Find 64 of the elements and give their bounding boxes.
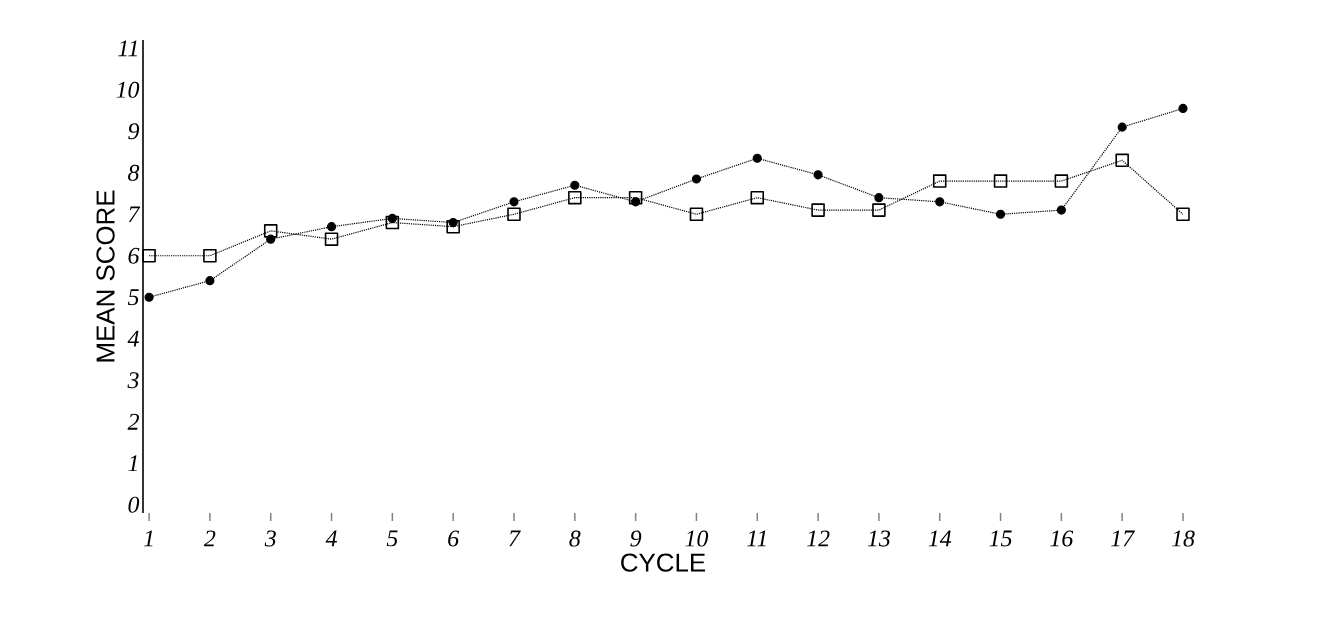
- y-tick-label: 6: [128, 247, 140, 264]
- point: [1115, 153, 1129, 168]
- point: [509, 197, 519, 207]
- point: [1054, 174, 1069, 188]
- y-tick-label: 3: [127, 372, 139, 389]
- point: [507, 207, 521, 222]
- point: [628, 190, 643, 205]
- point: [263, 224, 278, 238]
- point: [1117, 122, 1127, 132]
- y-tick-label: 1: [128, 455, 137, 472]
- x-tick-label: 6: [448, 530, 460, 547]
- y-tick-label: 8: [128, 164, 140, 181]
- x-tick-label: 13: [867, 530, 891, 547]
- point: [1178, 103, 1188, 114]
- x-tick-label: 12: [806, 530, 830, 547]
- x-tick-label: 4: [325, 530, 337, 547]
- point: [750, 190, 765, 205]
- x-tick-label: 17: [1111, 530, 1135, 547]
- point: [446, 219, 460, 234]
- x-tick-label: 2: [203, 530, 216, 547]
- x-tick-label: 11: [747, 530, 766, 547]
- x-tick-label: 14: [928, 530, 952, 547]
- point: [689, 207, 704, 222]
- x-tick-label: 7: [509, 530, 521, 547]
- y-tick-label: 10: [116, 81, 140, 98]
- point: [995, 209, 1006, 219]
- point: [568, 190, 582, 205]
- x-axis-title: CYCLE: [621, 553, 706, 572]
- point: [752, 153, 762, 163]
- x-tick-label: 18: [1171, 530, 1195, 547]
- point: [993, 174, 1008, 188]
- point: [326, 222, 337, 232]
- point: [324, 232, 339, 246]
- point: [1056, 205, 1066, 215]
- y-tick-label: 0: [128, 496, 140, 513]
- point: [811, 203, 825, 217]
- point: [385, 215, 400, 230]
- x-tick-label: 1: [143, 530, 153, 547]
- x-tick-label: 8: [569, 530, 581, 547]
- x-tick-label: 10: [685, 530, 709, 547]
- point: [144, 292, 154, 302]
- point: [874, 193, 884, 203]
- point: [872, 203, 886, 217]
- point: [570, 180, 580, 190]
- x-tick-label: 9: [630, 530, 642, 547]
- x-tick-label: 5: [386, 530, 398, 547]
- x-tick-label: 15: [989, 530, 1012, 547]
- point: [935, 197, 945, 207]
- x-tick-label: 16: [1050, 530, 1074, 547]
- point: [691, 174, 702, 184]
- point: [205, 276, 215, 286]
- point: [1176, 207, 1190, 222]
- y-tick-label: 11: [118, 40, 137, 57]
- y-tick-label: 4: [127, 330, 139, 347]
- x-tick-label: 3: [264, 530, 276, 547]
- y-axis-title: MEAN SCORE: [96, 190, 115, 362]
- y-tick-label: 9: [128, 123, 140, 140]
- point: [932, 174, 947, 188]
- point: [203, 248, 217, 263]
- point: [142, 248, 156, 263]
- y-tick-label: 5: [127, 289, 139, 306]
- point: [813, 170, 823, 180]
- y-tick-label: 2: [127, 413, 139, 430]
- y-tick-label: 7: [128, 206, 141, 223]
